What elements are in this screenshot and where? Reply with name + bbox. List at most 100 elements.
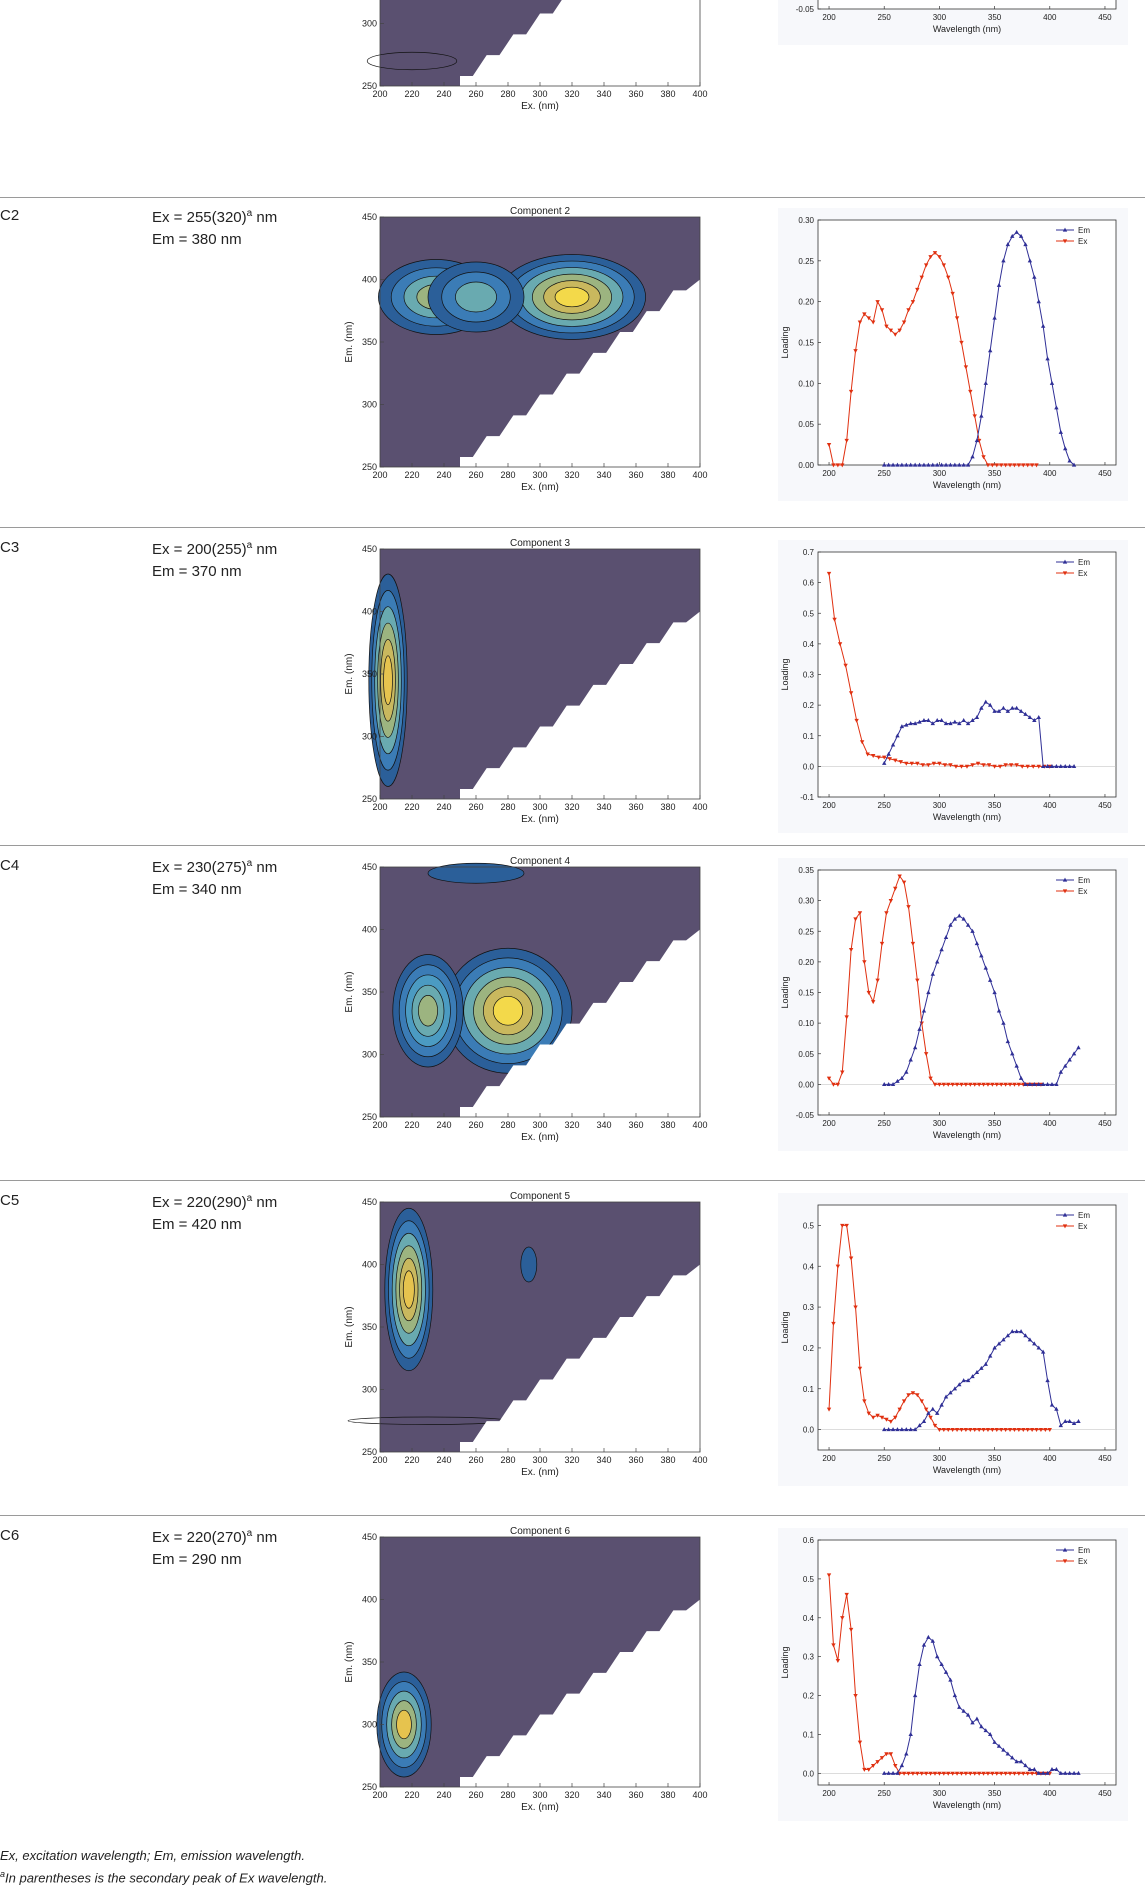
em-series-point bbox=[1063, 1770, 1068, 1775]
loading-x-tick: 350 bbox=[988, 1454, 1002, 1463]
contour-x-tick: 260 bbox=[468, 802, 483, 812]
loading-y-tick: 0.5 bbox=[803, 1221, 815, 1230]
contour-y-tick: 300 bbox=[362, 1385, 377, 1395]
contour-level bbox=[386, 1690, 422, 1759]
ex-series-point bbox=[835, 1264, 841, 1269]
ex-series-point bbox=[884, 1417, 889, 1422]
contour-x-tick: 240 bbox=[436, 89, 451, 99]
contour-level bbox=[347, 1416, 509, 1425]
loading-x-label: Wavelength (nm) bbox=[933, 1130, 1001, 1140]
ex-series-point bbox=[1034, 463, 1039, 468]
contour-y-tick: 400 bbox=[362, 925, 377, 935]
em-series-point bbox=[961, 916, 966, 921]
footnote-secondary-peak: aIn parentheses is the secondary peak of… bbox=[0, 1865, 327, 1887]
em-series-point bbox=[1023, 1081, 1028, 1086]
ex-series-point bbox=[981, 1427, 986, 1432]
em-series-point bbox=[1058, 1069, 1064, 1074]
ex-series-point bbox=[941, 1082, 947, 1087]
em-series-point bbox=[1036, 1081, 1041, 1086]
contour-x-tick: 240 bbox=[436, 470, 451, 480]
ex-series-point bbox=[893, 758, 898, 763]
loading-y-label: Loading bbox=[780, 976, 790, 1008]
contour-x-tick: 280 bbox=[500, 1790, 515, 1800]
contour-x-tick: 320 bbox=[564, 802, 579, 812]
row-graphics: 200 220 240 260 280 300 320 340 360 380 400 250 300 3… bbox=[362, 0, 1128, 112]
contour-x-label: Ex. (nm) bbox=[521, 482, 559, 493]
contour-x-tick: 380 bbox=[660, 89, 675, 99]
ex-series-point bbox=[968, 1427, 973, 1432]
em-series-point bbox=[1067, 763, 1072, 768]
ex-series-point bbox=[915, 978, 920, 983]
em-series-point bbox=[996, 708, 1002, 713]
em-series-point bbox=[899, 462, 905, 467]
ex-series-point bbox=[963, 365, 969, 370]
em-series-point bbox=[957, 913, 962, 918]
ex-series-point bbox=[1016, 1427, 1022, 1432]
ex-series-point bbox=[910, 1391, 916, 1396]
contour-mask bbox=[460, 1599, 700, 1787]
em-series-point bbox=[1027, 1767, 1033, 1772]
em-series-point bbox=[1001, 705, 1006, 710]
peak-description: Ex = 220(270)a nm Em = 290 nm bbox=[152, 1527, 277, 1571]
contour-level bbox=[390, 267, 482, 327]
contour-x-tick: 320 bbox=[564, 470, 579, 480]
em-series-point bbox=[908, 1732, 913, 1737]
contour-background bbox=[380, 867, 700, 1117]
contour-level bbox=[427, 862, 525, 884]
loading-y-tick: 0.4 bbox=[803, 640, 815, 649]
ex-unit: nm bbox=[252, 859, 278, 876]
em-series-point bbox=[996, 282, 1002, 287]
contour-title: Component 4 bbox=[510, 856, 570, 867]
ex-series-point bbox=[923, 263, 929, 268]
contour-x-tick: 400 bbox=[692, 1790, 707, 1800]
em-series-point bbox=[1071, 1770, 1077, 1775]
em-series-point bbox=[921, 1419, 927, 1424]
em-series-point bbox=[1036, 299, 1041, 304]
ex-series-point bbox=[950, 1771, 955, 1776]
loading-y-tick: 0.2 bbox=[803, 1344, 815, 1353]
em-series-point bbox=[1067, 1770, 1072, 1775]
ex-series-point bbox=[875, 978, 880, 983]
em-series-point bbox=[904, 722, 909, 727]
em-series-line bbox=[884, 1331, 1079, 1431]
ex-series-point bbox=[994, 1082, 999, 1087]
em-series-point bbox=[1023, 711, 1028, 716]
ex-series-point bbox=[997, 764, 1003, 769]
ex-series-point bbox=[831, 463, 836, 468]
em-series-point bbox=[882, 1770, 887, 1775]
em-series-point bbox=[926, 1634, 931, 1639]
em-series-point bbox=[912, 1045, 918, 1050]
em-series-point bbox=[1032, 1341, 1037, 1346]
loading-plot: 200 250 300 350 400 450 0.0 0.1 0.2 0.3 0.4 0.5 0.6 W… bbox=[778, 1528, 1128, 1821]
ex-series-point bbox=[985, 463, 991, 468]
ex-series-point bbox=[1003, 1427, 1008, 1432]
ex-series-point bbox=[870, 1415, 876, 1420]
em-peak: Em = 380 nm bbox=[152, 231, 242, 248]
ex-series-point bbox=[893, 332, 898, 337]
ex-series-point bbox=[1003, 463, 1008, 468]
em-series-point bbox=[1032, 1081, 1037, 1086]
em-series-point bbox=[939, 1402, 944, 1407]
loading-y-label: Loading bbox=[780, 1646, 790, 1678]
em-series-point bbox=[895, 462, 900, 467]
contour-level bbox=[377, 622, 399, 738]
ex-series-point bbox=[959, 1771, 964, 1776]
ex-series-point bbox=[999, 1771, 1004, 1776]
ex-series-point bbox=[937, 1427, 942, 1432]
loading-y-tick: 0.15 bbox=[798, 989, 814, 998]
em-series-point bbox=[1067, 458, 1072, 463]
em-series-point bbox=[979, 1724, 984, 1729]
em-series-point bbox=[899, 1427, 905, 1432]
em-series-point bbox=[886, 1081, 891, 1086]
contour-x-tick: 360 bbox=[628, 470, 643, 480]
ex-series-point bbox=[1036, 764, 1041, 769]
loading-y-tick: 0.7 bbox=[803, 548, 815, 557]
contour-x-tick: 360 bbox=[628, 1790, 643, 1800]
loading-y-tick: 0.35 bbox=[798, 866, 814, 875]
contour-y-tick: 350 bbox=[362, 1322, 377, 1332]
em-series-point bbox=[904, 1427, 909, 1432]
ex-series-point bbox=[1019, 764, 1025, 769]
em-series-point bbox=[1071, 1051, 1077, 1056]
